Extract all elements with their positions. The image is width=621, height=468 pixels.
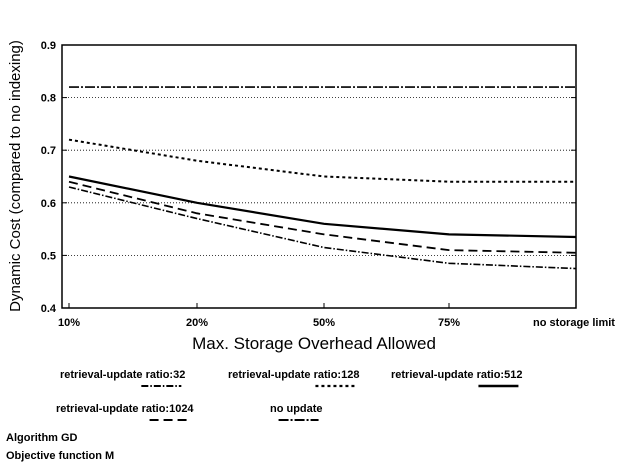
series-lines: [68, 86, 577, 270]
x-axis-label: Max. Storage Overhead Allowed: [192, 334, 436, 353]
legend-label-4: no update: [270, 403, 323, 415]
y-axis-label: Dynamic Cost (compared to no indexing): [7, 40, 24, 312]
legend-label-1: retrieval-update ratio:128: [228, 369, 359, 381]
legend-label-2: retrieval-update ratio:512: [391, 369, 522, 381]
y-tick-label: 0.9: [41, 40, 56, 52]
x-tick-label: 75%: [438, 317, 460, 329]
y-tick-label: 0.4: [41, 303, 57, 315]
series-line-1: [68, 138, 576, 183]
legend: retrieval-update ratio:32 retrieval-updat…: [56, 369, 522, 422]
algorithm-note: Algorithm GD: [6, 432, 78, 444]
y-tick-label: 0.7: [41, 145, 56, 157]
x-tick-label: 50%: [313, 317, 335, 329]
legend-label-3: retrieval-update ratio:1024: [56, 403, 194, 415]
series-line-0: [68, 186, 577, 270]
series-line-2: [68, 175, 577, 239]
x-tick-label: no storage limit: [533, 317, 615, 329]
x-tick-label: 10%: [58, 317, 80, 329]
y-axis-ticks: 0.4 0.5 0.6 0.7 0.8 0.9: [41, 40, 576, 315]
legend-label-0: retrieval-update ratio:32: [60, 369, 185, 381]
y-tick-label: 0.8: [41, 93, 56, 105]
series-line-3: [68, 180, 577, 254]
objective-note: Objective function M: [6, 450, 115, 462]
x-tick-label: 20%: [186, 317, 208, 329]
x-axis-ticks: 10% 20% 50% 75% no storage limit: [58, 303, 615, 329]
y-tick-label: 0.5: [41, 250, 56, 262]
plot-frame: [61, 44, 577, 309]
y-tick-label: 0.6: [41, 198, 56, 210]
